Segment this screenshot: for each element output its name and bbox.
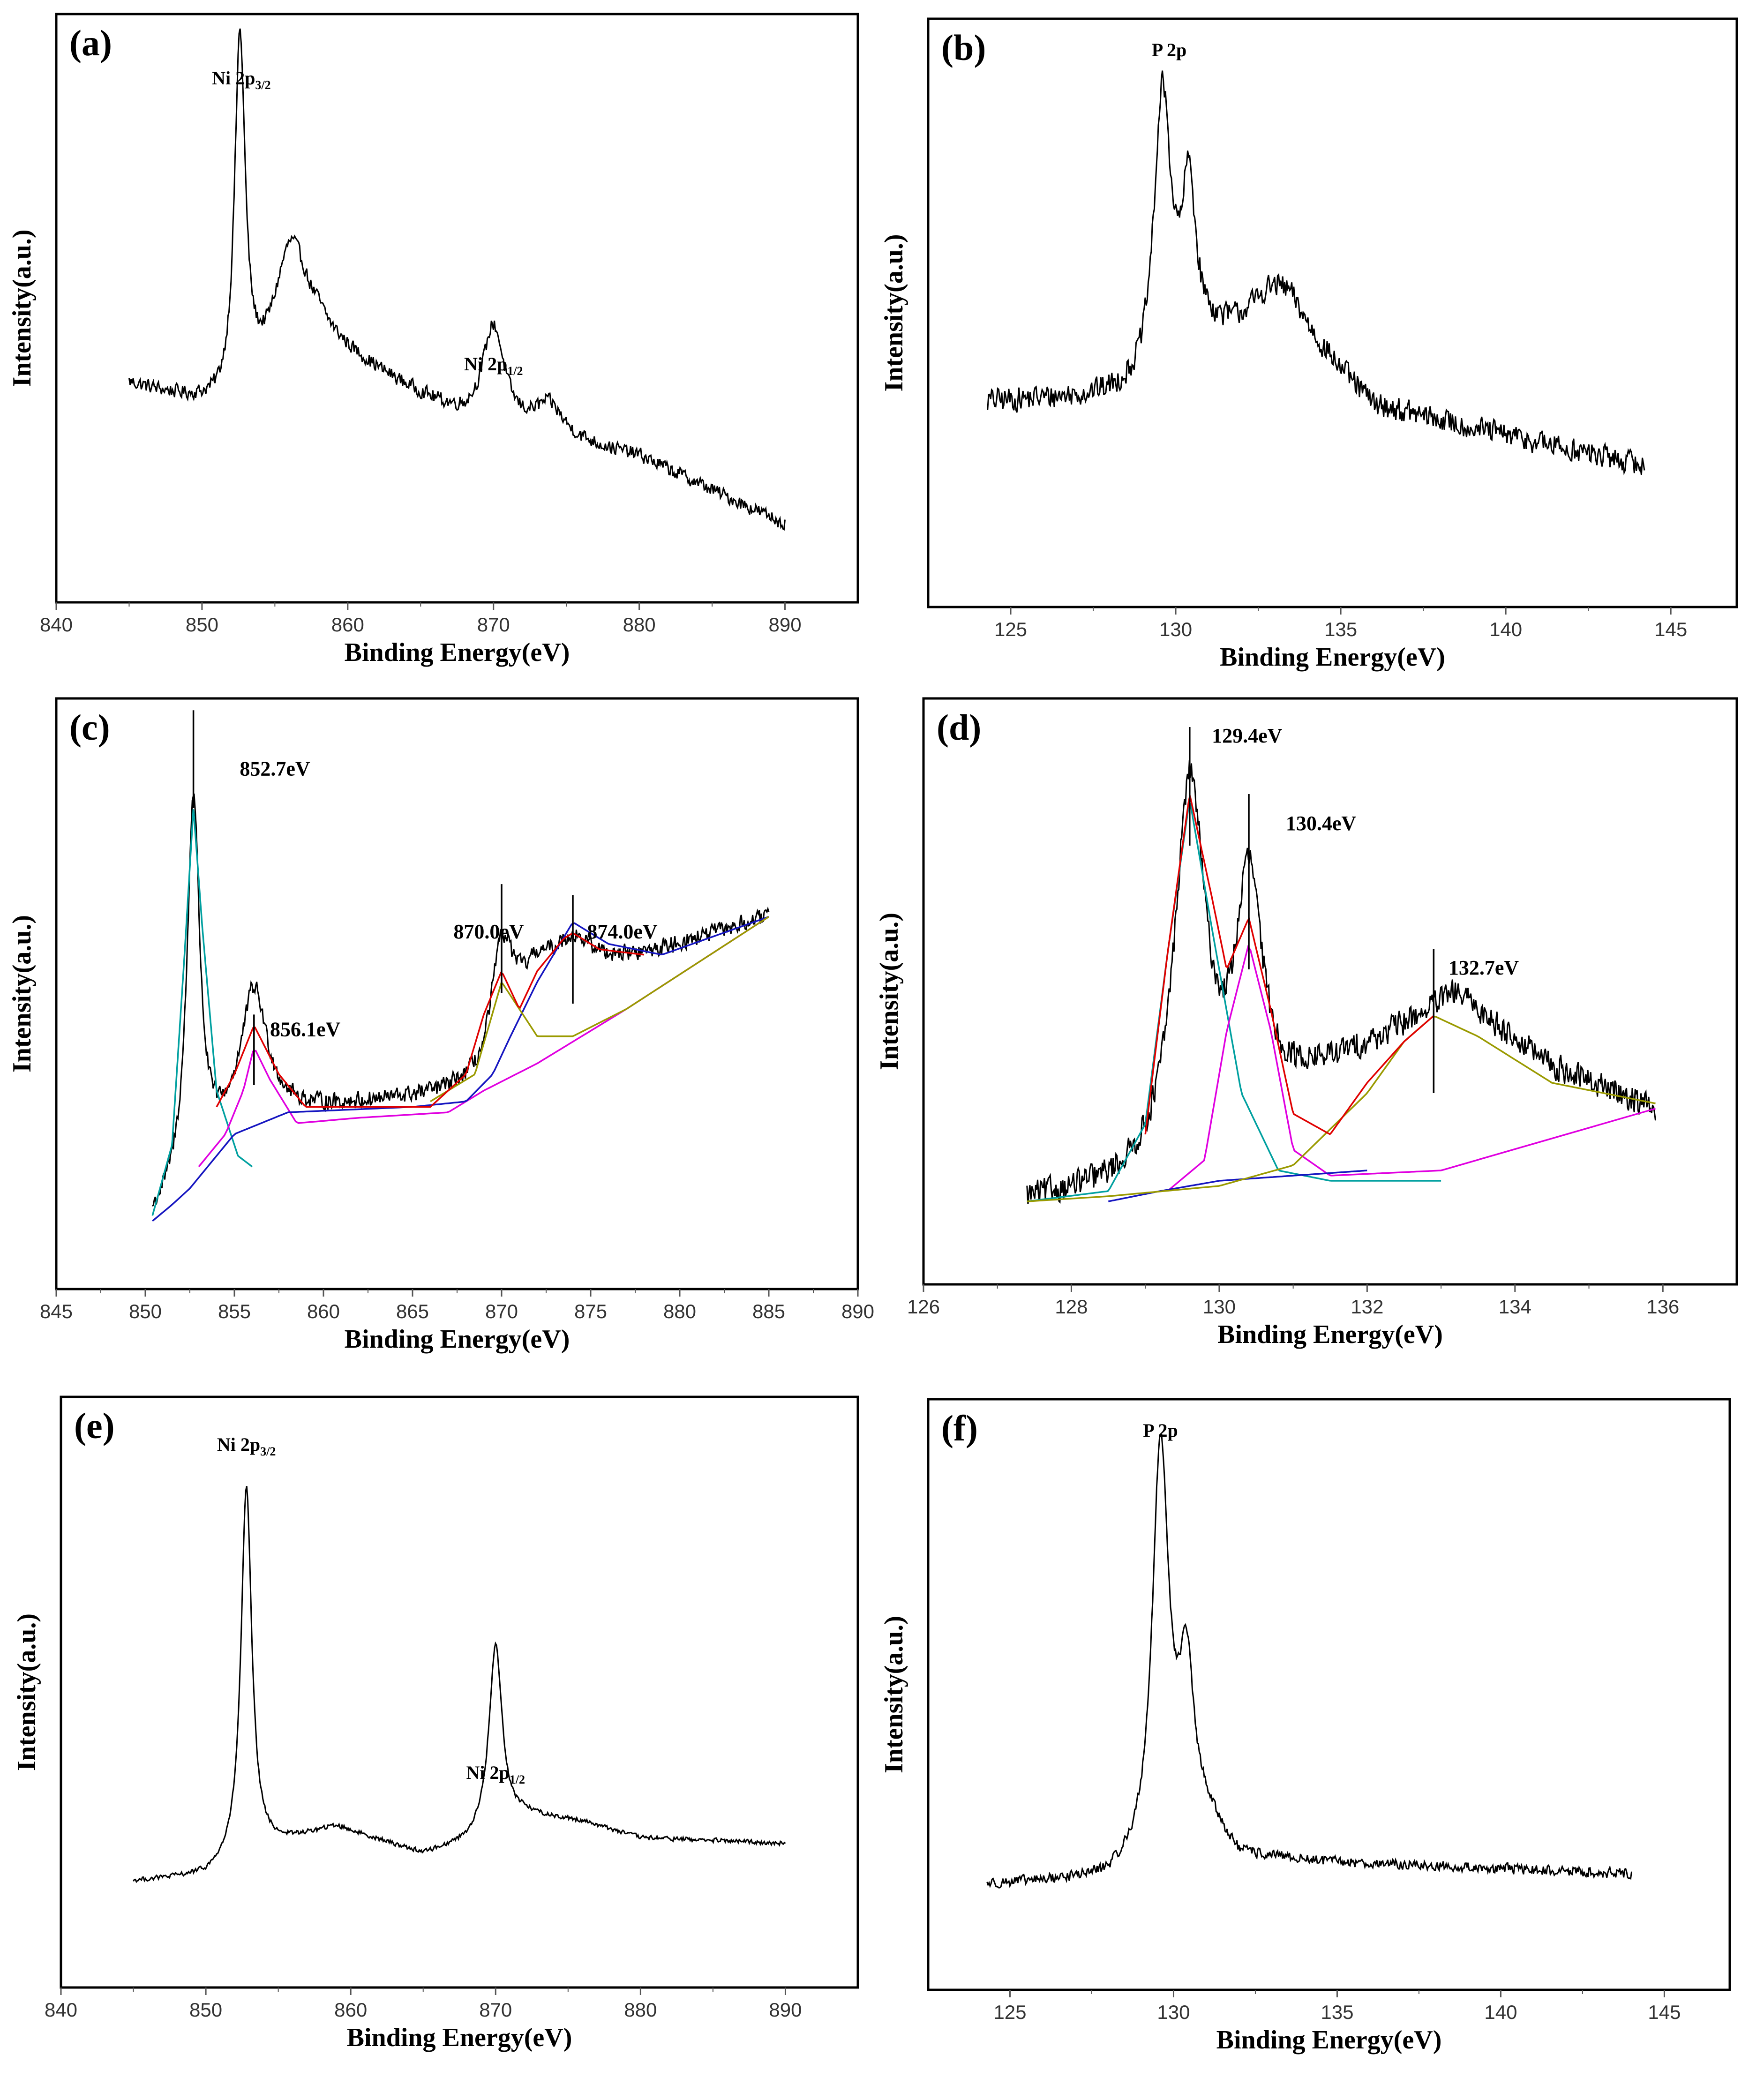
y-axis-label: Intensity(a.u.) — [12, 1613, 41, 1771]
spectrum-line — [986, 1433, 1633, 1889]
plot-frame — [927, 17, 1738, 608]
x-tick-label: 890 — [769, 614, 802, 636]
x-tick-label: 870 — [477, 614, 510, 636]
x-tick-label: 875 — [574, 1300, 607, 1322]
spectrum-line — [987, 70, 1645, 475]
peak-assignment-label: P 2p — [1152, 39, 1186, 60]
x-tick-label: 125 — [994, 618, 1027, 640]
panel-label: (c) — [69, 707, 110, 748]
x-tick-label: 870 — [485, 1300, 518, 1322]
peak-energy-label: 852.7eV — [240, 757, 310, 780]
x-tick-label: 136 — [1646, 1296, 1679, 1318]
peak-assignment-label: Ni 2p1/2 — [464, 353, 523, 378]
x-tick-label: 135 — [1324, 618, 1357, 640]
panel-a: 840 850 860 870 880 890 Binding Energy(eV) Inte… — [8, 13, 859, 667]
x-tick-label: 860 — [334, 1999, 367, 2021]
x-tick-label: 140 — [1489, 618, 1522, 640]
peak-energy-label: 874.0eV — [587, 920, 658, 943]
peak-energy-label: 129.4eV — [1212, 724, 1283, 747]
fit-component-line — [1027, 802, 1441, 1202]
x-tick-label: 145 — [1648, 2001, 1681, 2023]
x-tick-label: 890 — [769, 1999, 802, 2021]
peak-assignment-label: Ni 2p3/2 — [212, 68, 270, 92]
x-tick-label: 880 — [663, 1300, 696, 1322]
x-axis-label: Binding Energy(eV) — [1220, 643, 1445, 672]
x-tick-label: 840 — [45, 1999, 77, 2021]
x-tick-label: 140 — [1484, 2001, 1517, 2023]
x-tick-label: 134 — [1499, 1296, 1531, 1318]
plot-frame — [55, 13, 859, 604]
peak-assignment-label: P 2p — [1143, 1420, 1178, 1441]
y-axis-label: Intensity(a.u.) — [8, 229, 37, 387]
x-tick-label: 145 — [1654, 618, 1687, 640]
x-axis-label: Binding Energy(eV) — [1217, 1320, 1443, 1349]
x-tick-label: 840 — [40, 614, 73, 636]
panel-e: 840 850 860 870 880 890 Binding Energy(eV) Inte… — [12, 1395, 859, 2052]
peak-energy-label: 870.0eV — [453, 920, 524, 943]
x-tick-label: 845 — [40, 1300, 73, 1322]
panel-label: (f) — [941, 1408, 978, 1448]
spectrum-line — [133, 1485, 786, 1883]
x-tick-label: 128 — [1055, 1296, 1088, 1318]
panel-label: (e) — [74, 1405, 115, 1446]
panel-label: (b) — [941, 27, 986, 68]
panel-d: 126 128 130 132 134 136 Binding Energy(eV) Inte… — [875, 697, 1738, 1349]
peak-energy-label: 856.1eV — [270, 1018, 341, 1041]
fit-component-line — [152, 916, 769, 1222]
y-axis-label: Intensity(a.u.) — [879, 234, 908, 391]
x-axis-label: Binding Energy(eV) — [1216, 2025, 1442, 2055]
y-axis-label: Intensity(a.u.) — [875, 913, 904, 1070]
panel-label: (d) — [937, 707, 981, 748]
peak-assignment-label: Ni 2p3/2 — [217, 1434, 276, 1458]
x-tick-label: 880 — [624, 1999, 657, 2021]
x-axis-label: Binding Energy(eV) — [345, 1325, 570, 1354]
x-tick-label: 850 — [129, 1300, 162, 1322]
plot-frame — [922, 697, 1738, 1286]
fit-component-line — [1144, 795, 1434, 1135]
x-tick-label: 880 — [623, 614, 656, 636]
x-tick-label: 850 — [186, 614, 218, 636]
x-tick-label: 890 — [841, 1300, 874, 1322]
x-tick-label: 135 — [1321, 2001, 1353, 2023]
x-axis-label: Binding Energy(eV) — [347, 2023, 572, 2052]
spectrum-line — [128, 28, 786, 531]
x-tick-label: 885 — [752, 1300, 785, 1322]
x-tick-label: 125 — [993, 2001, 1026, 2023]
x-tick-label: 870 — [479, 1999, 512, 2021]
peak-assignment-label: Ni 2p1/2 — [466, 1762, 525, 1786]
plot-frame — [927, 1398, 1731, 1991]
fit-component-line — [151, 809, 253, 1216]
panel-b: 125 130 135 140 145 Binding Energy(eV) Intensi… — [879, 17, 1738, 672]
x-tick-label: 855 — [218, 1300, 251, 1322]
x-tick-label: 130 — [1159, 618, 1192, 640]
x-tick-label: 130 — [1203, 1296, 1236, 1318]
x-tick-label: 130 — [1157, 2001, 1190, 2023]
x-tick-label: 132 — [1351, 1296, 1383, 1318]
peak-energy-label: 132.7eV — [1449, 956, 1519, 979]
spectrum-line — [151, 793, 770, 1207]
x-tick-label: 865 — [396, 1300, 429, 1322]
panel-f: 125 130 135 140 145 Binding Energy(eV) Intensi… — [879, 1398, 1731, 2055]
peak-energy-label: 130.4eV — [1286, 812, 1357, 835]
x-tick-label: 850 — [189, 1999, 222, 2021]
y-axis-label: Intensity(a.u.) — [8, 915, 37, 1072]
plot-frame — [60, 1395, 859, 1989]
x-tick-label: 860 — [307, 1300, 340, 1322]
panel-c: 845 850 855 860 865 870 875 880 885 890 Binding En… — [8, 697, 874, 1354]
panel-label: (a) — [69, 22, 112, 63]
x-axis-label: Binding Energy(eV) — [345, 638, 570, 667]
fit-component-line — [430, 916, 769, 1102]
y-axis-label: Intensity(a.u.) — [879, 1616, 908, 1773]
x-tick-label: 126 — [907, 1296, 940, 1318]
x-tick-label: 860 — [331, 614, 364, 636]
